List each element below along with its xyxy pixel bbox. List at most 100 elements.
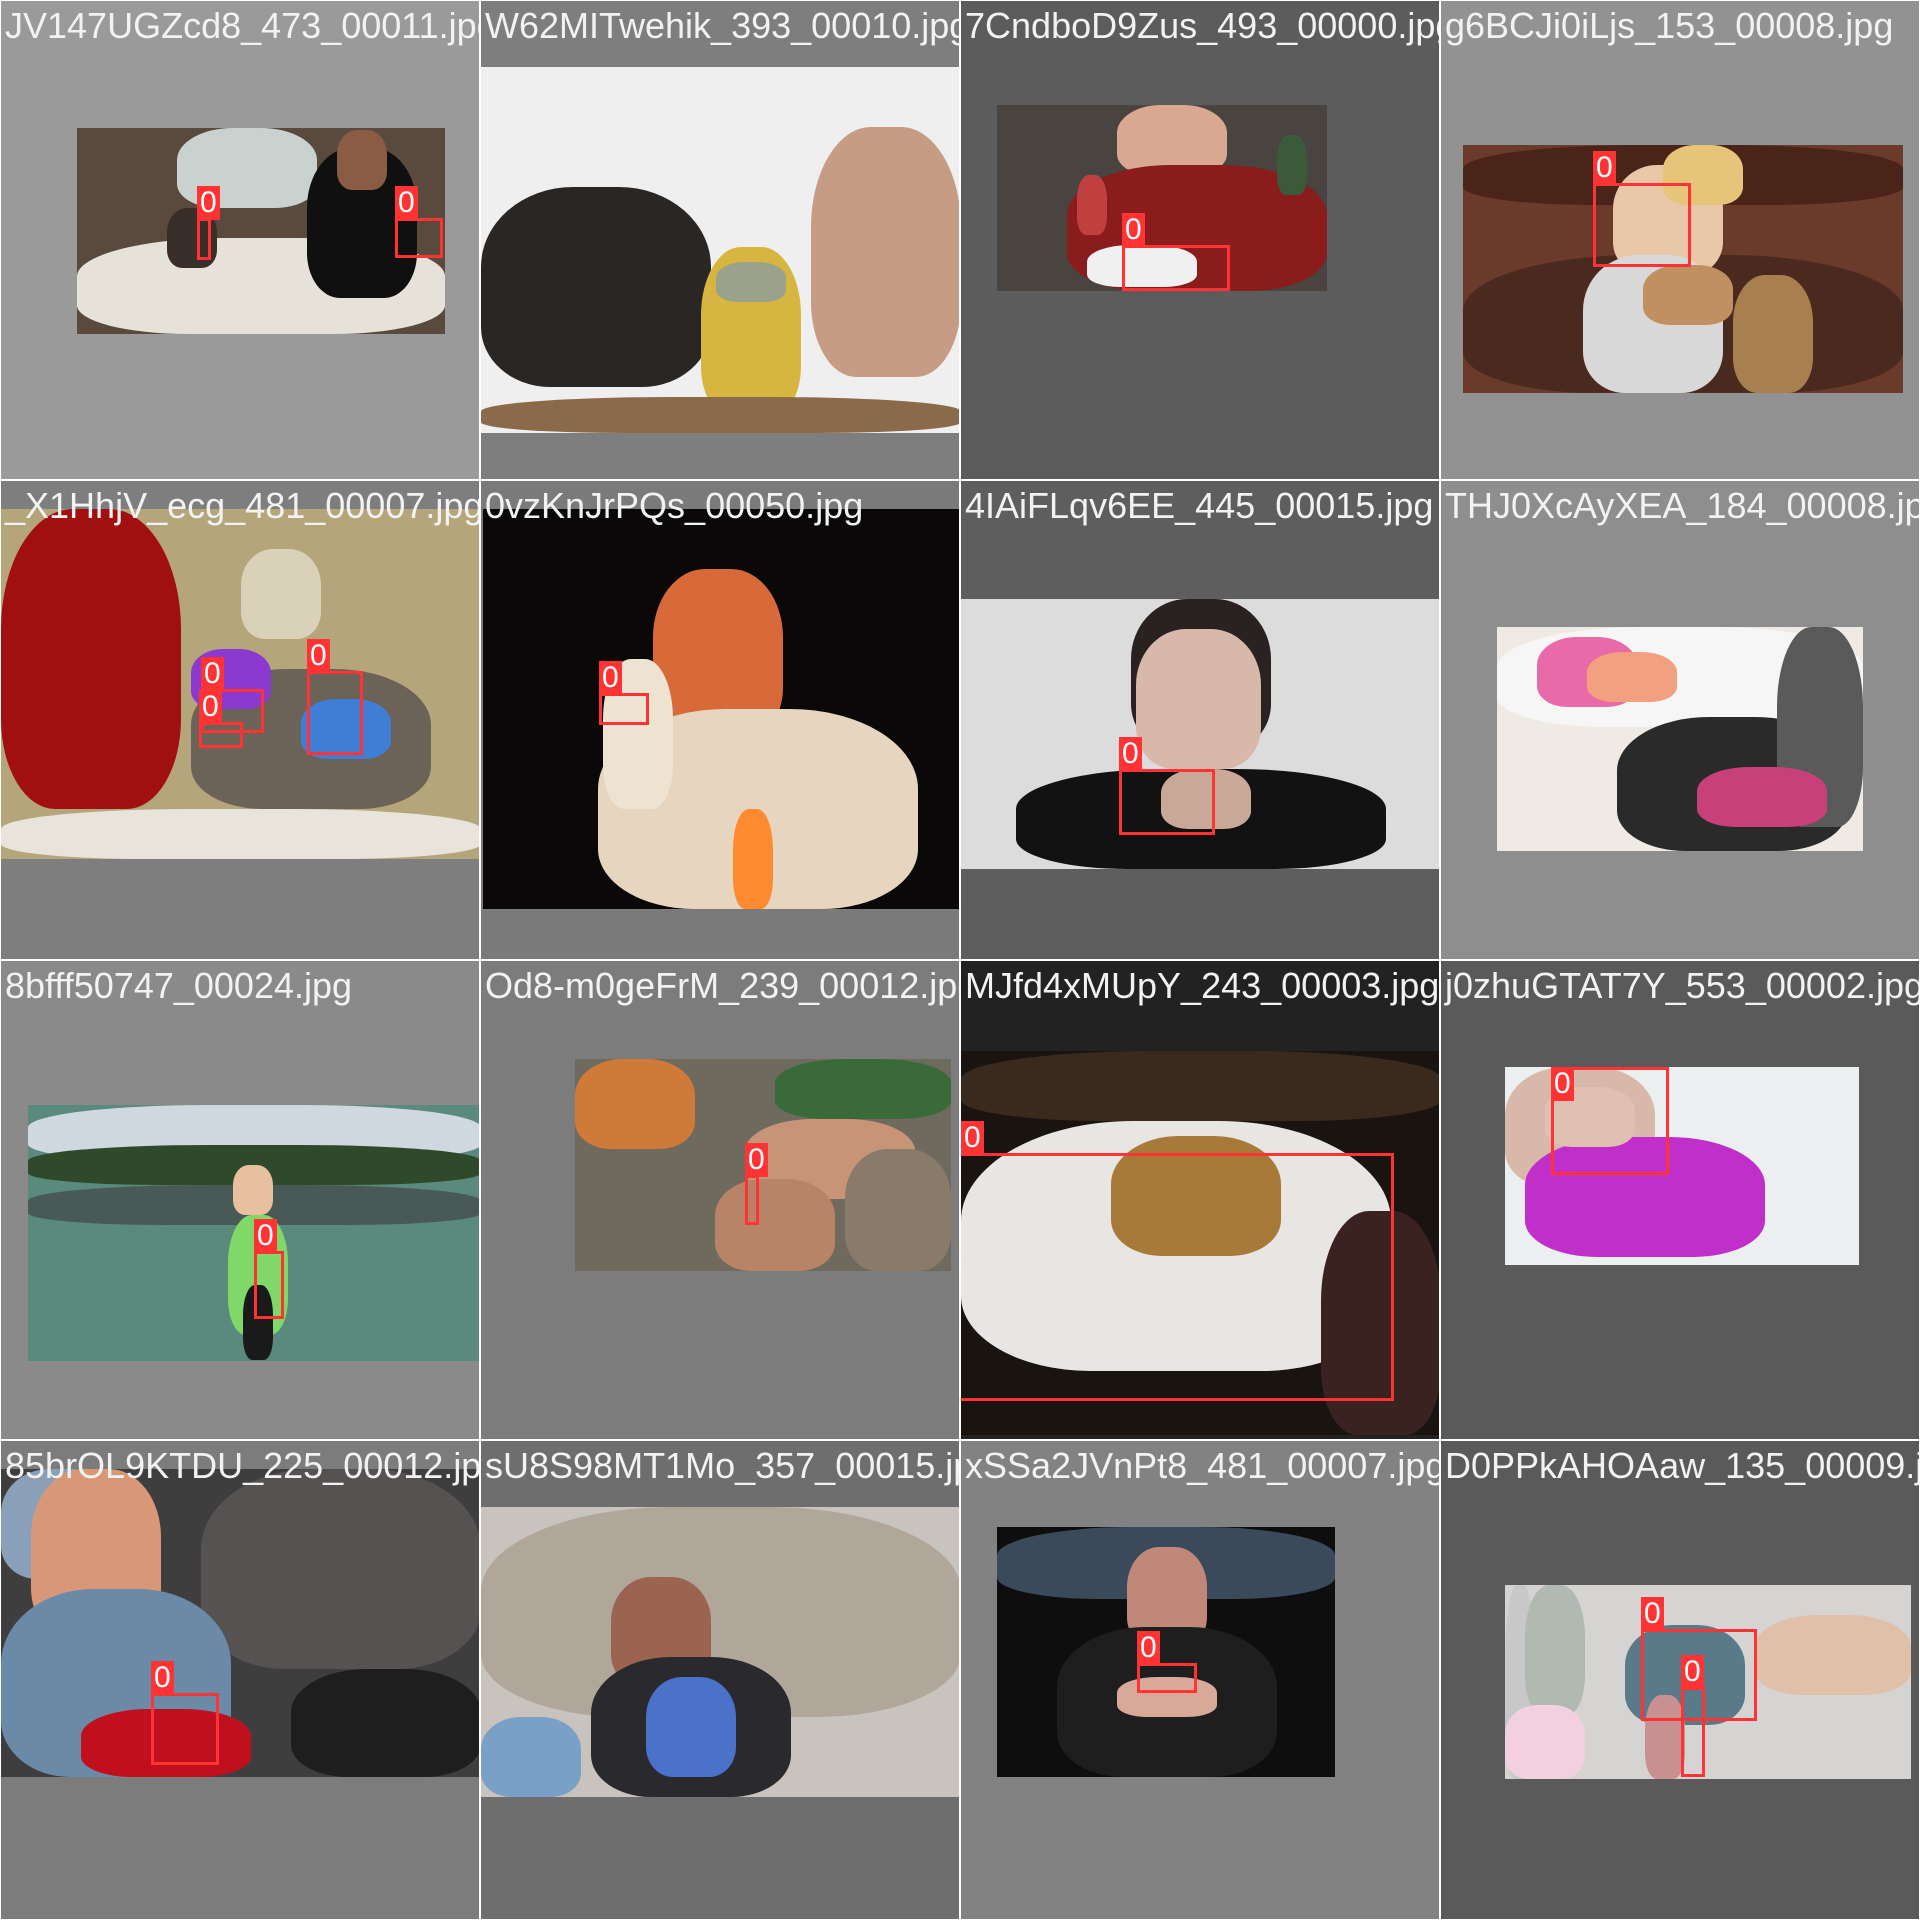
box-class-label: 0: [745, 1143, 768, 1177]
thumbnail-image: 0: [961, 599, 1439, 869]
file-name-label: 7CndboD9Zus_493_00000.jpg: [965, 5, 1440, 46]
box-class-label: 0: [201, 657, 224, 691]
bounding-box: [1119, 769, 1215, 835]
grid-cell: 0 0 JV147UGZcd8_473_00011.jpg: [0, 0, 480, 480]
image-region: [301, 699, 391, 759]
grid-cell: 0 0 D0PPkAHOAaw_135_00009.jpg: [1440, 1440, 1920, 1920]
image-region: [1525, 1137, 1765, 1257]
image-region: [961, 1051, 1439, 1121]
box-class-label: 0: [961, 1121, 984, 1155]
image-region: [1733, 275, 1813, 393]
bounding-box: [961, 1153, 1394, 1401]
bounding-box: [197, 218, 211, 260]
bounding-box: [1137, 1663, 1197, 1693]
image-region: [1161, 769, 1251, 829]
image-region: [775, 1059, 951, 1119]
file-name-label: 8bfff50747_00024.jpg: [5, 965, 353, 1006]
box-class-label: 0: [395, 186, 418, 220]
file-name-label: THJ0XcAyXEA_184_00008.jpg: [1445, 485, 1920, 526]
grid-cell: sU8S98MT1Mo_357_00015.jpg: [480, 1440, 960, 1920]
image-region: [575, 1059, 695, 1149]
file-name-label: W62MITwehik_393_00010.jpg: [485, 5, 960, 46]
bounding-box: [1641, 1629, 1757, 1721]
box-class-label: 0: [1681, 1655, 1704, 1689]
image-region: [733, 809, 773, 909]
image-region: [481, 187, 711, 387]
image-region: [811, 127, 959, 377]
file-name-label: 4IAiFLqv6EE_445_00015.jpg: [965, 485, 1434, 526]
box-class-label: 0: [1551, 1067, 1574, 1101]
image-region: [1663, 145, 1743, 205]
image-region: [1321, 1211, 1439, 1435]
grid-cell: 0 85brOL9KTDU_225_00012.jpg: [0, 1440, 480, 1920]
grid-cell: 0 7CndboD9Zus_493_00000.jpg: [960, 0, 1440, 480]
bounding-box: [599, 693, 649, 725]
box-class-label: 0: [151, 1661, 174, 1695]
image-region: [1277, 135, 1307, 195]
file-name-label: MJfd4xMUpY_243_00003.jpg: [965, 965, 1440, 1006]
image-region: [243, 1285, 273, 1360]
bounding-box: [1551, 1067, 1669, 1175]
box-class-label: 0: [1122, 213, 1145, 247]
file-name-label: 0vzKnJrPQs_00050.jpg: [485, 485, 864, 526]
image-region: [1525, 1585, 1585, 1715]
image-region: [1087, 245, 1197, 287]
grid-cell: W62MITwehik_393_00010.jpg: [480, 0, 960, 480]
box-class-label: 0: [1119, 737, 1142, 771]
image-region: [201, 1469, 479, 1669]
grid-cell: THJ0XcAyXEA_184_00008.jpg: [1440, 480, 1920, 960]
box-class-label: 0: [254, 1219, 277, 1253]
bounding-box: [199, 722, 243, 748]
image-region: [715, 1179, 835, 1271]
thumbnail-image: 0: [1505, 1067, 1859, 1265]
grid-cell: 0 0vzKnJrPQs_00050.jpg: [480, 480, 960, 960]
bounding-box: [745, 1175, 759, 1225]
image-region: [1, 509, 181, 809]
file-name-label: g6BCJi0iLjs_153_00008.jpg: [1445, 5, 1894, 46]
file-name-label: _X1HhjV_ecg_481_00007.jpg: [5, 485, 480, 526]
box-class-label: 0: [1137, 1631, 1160, 1665]
image-region: [845, 1149, 951, 1271]
bounding-box: [254, 1251, 284, 1319]
image-region: [1117, 1677, 1217, 1717]
bounding-box: [1681, 1687, 1705, 1777]
box-class-label: 0: [307, 639, 330, 673]
image-region: [1117, 105, 1227, 175]
image-region: [481, 397, 959, 433]
file-name-label: D0PPkAHOAaw_135_00009.jpg: [1445, 1445, 1920, 1486]
thumbnail-image: 0: [575, 1059, 951, 1271]
bounding-box: [1122, 245, 1230, 291]
thumbnail-image: 0: [1463, 145, 1903, 393]
bounding-box: [395, 218, 443, 258]
grid-cell: 0 g6BCJi0iLjs_153_00008.jpg: [1440, 0, 1920, 480]
image-region: [1645, 1695, 1685, 1779]
grid-cell: 0 8bfff50747_00024.jpg: [0, 960, 480, 1440]
grid-cell: 0 4IAiFLqv6EE_445_00015.jpg: [960, 480, 1440, 960]
image-region: [1136, 629, 1261, 769]
bounding-box: [1593, 183, 1691, 267]
grid-cell: 0 0 0 _X1HhjV_ecg_481_00007.jpg: [0, 480, 480, 960]
thumbnail-image: [481, 67, 959, 433]
image-region: [233, 1165, 273, 1215]
image-region: [241, 549, 321, 639]
thumbnail-image: 0: [997, 105, 1327, 291]
image-region: [1697, 767, 1827, 827]
box-class-label: 0: [197, 186, 220, 220]
grid-cell: 0 xSSa2JVnPt8_481_00007.jpg: [960, 1440, 1440, 1920]
grid-cell: 0 Od8-m0geFrM_239_00012.jpg: [480, 960, 960, 1440]
file-name-label: JV147UGZcd8_473_00011.jpg: [5, 5, 480, 46]
image-region: [1111, 1136, 1281, 1256]
file-name-label: xSSa2JVnPt8_481_00007.jpg: [965, 1445, 1440, 1486]
image-region: [81, 1709, 251, 1777]
grid-cell: 0 j0zhuGTAT7Y_553_00002.jpg: [1440, 960, 1920, 1440]
bounding-box: [151, 1693, 219, 1765]
box-class-label: 0: [199, 690, 222, 724]
thumbnail-image: [481, 1507, 959, 1797]
image-region: [1, 809, 479, 859]
image-region: [1505, 1705, 1585, 1779]
thumbnail-image: [1497, 627, 1863, 851]
thumbnail-image: 0: [997, 1527, 1335, 1777]
image-region: [716, 262, 786, 302]
